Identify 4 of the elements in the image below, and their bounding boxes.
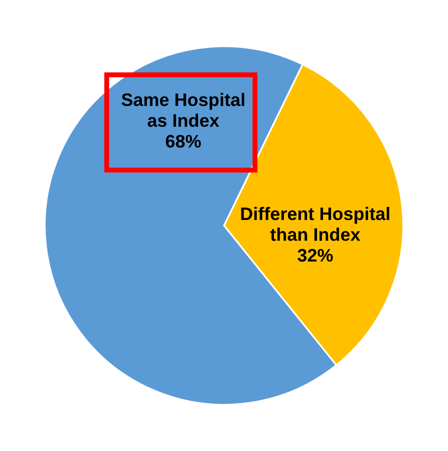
slice-label: Different Hospital than Index bbox=[241, 206, 390, 241]
data-label: 68% bbox=[166, 134, 201, 148]
slice-label: Same Hospital as Index bbox=[122, 92, 244, 127]
data-label: 32% bbox=[298, 248, 333, 262]
